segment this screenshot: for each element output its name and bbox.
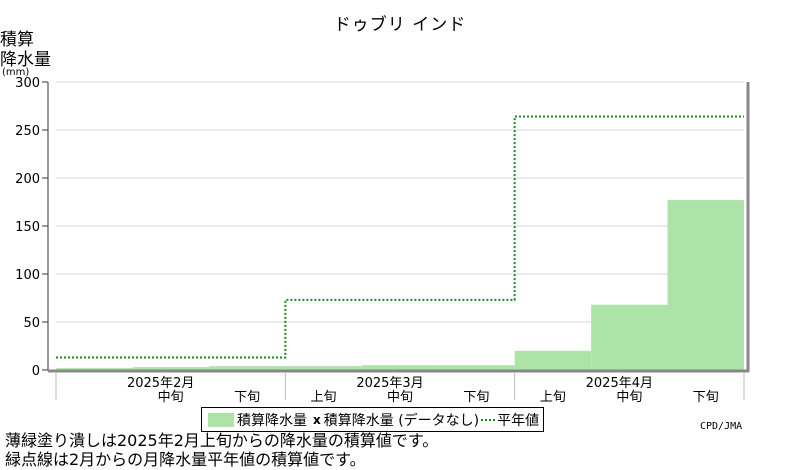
legend-normal-label: 平年値 <box>497 412 540 429</box>
normal-step-line <box>56 115 744 359</box>
footnote-2: 緑点線は2月からの月降水量平年値の積算値です。 <box>5 450 366 469</box>
y-tick-label: 0 <box>32 364 40 379</box>
y-axis-unit: (mm) <box>2 67 30 78</box>
y-tick-label: 250 <box>15 124 40 139</box>
month-label: 2025年4月 <box>586 376 653 391</box>
month-label: 2025年3月 <box>356 376 423 391</box>
data-bar <box>667 200 744 370</box>
y-tick-label: 150 <box>15 220 40 235</box>
footnotes: 薄緑塗り潰しは2025年2月上旬からの降水量の積算値です。 緑点線は2月からの月… <box>5 431 438 469</box>
legend-bar-swatch <box>208 412 234 427</box>
legend: 積算降水量 x 積算降水量 (データなし) 平年値 <box>201 407 545 432</box>
data-bar <box>285 366 362 370</box>
legend-normal-line <box>481 418 496 421</box>
y-axis-label: 積算 降水量 <box>0 30 51 70</box>
legend-bar-label: 積算降水量 <box>237 412 307 429</box>
y-axis-label-line-1: 積算 <box>0 30 34 50</box>
data-bar <box>56 368 133 370</box>
dekad-label: 上旬 <box>311 390 337 405</box>
data-bar <box>438 365 515 370</box>
dekad-label: 中旬 <box>158 390 184 405</box>
dekad-label: 上旬 <box>540 390 566 405</box>
data-bar <box>591 304 668 370</box>
dekad-label: 下旬 <box>234 390 260 405</box>
legend-missing-label: 積算降水量 (データなし) <box>323 412 480 429</box>
dekad-label: 中旬 <box>616 390 642 405</box>
legend-missing-mark: x <box>313 412 321 427</box>
y-tick-label: 50 <box>23 316 40 331</box>
chart-title: ドゥブリ インド <box>333 15 467 35</box>
dekad-label: 下旬 <box>693 390 719 405</box>
month-label: 2025年2月 <box>127 376 194 391</box>
dekad-label: 下旬 <box>463 390 489 405</box>
dekad-label: 中旬 <box>387 390 413 405</box>
y-tick-label: 300 <box>15 76 40 91</box>
y-tick-label: 100 <box>15 268 40 283</box>
data-bar <box>514 350 592 370</box>
y-tick-label: 200 <box>15 172 40 187</box>
data-bar <box>208 366 286 370</box>
y-axis-label-line-2: 降水量 <box>0 50 51 70</box>
data-bar <box>132 367 209 370</box>
credit-text: CPD/JMA <box>700 421 743 432</box>
footnote-1: 薄緑塗り潰しは2025年2月上旬からの降水量の積算値です。 <box>5 431 439 450</box>
data-bar <box>361 365 439 370</box>
